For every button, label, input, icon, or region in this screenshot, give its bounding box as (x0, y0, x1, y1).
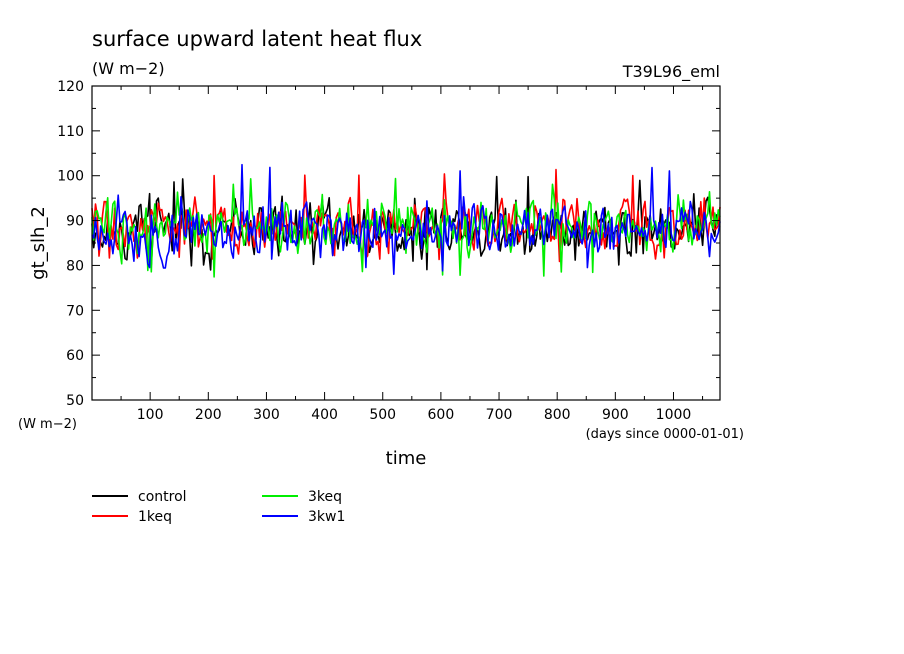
legend-label-3kw1: 3kw1 (308, 509, 345, 525)
x-tick-label: 400 (311, 407, 338, 423)
y-tick-label: 50 (66, 393, 84, 409)
y-tick-label: 100 (57, 169, 84, 185)
y-tick-label: 80 (66, 258, 84, 274)
series-line-3kw1 (91, 163, 721, 276)
x-tick-label: 200 (195, 407, 222, 423)
y-tick-label: 110 (57, 124, 84, 140)
y-axis-label: gt_slh_2 (28, 206, 49, 280)
x-tick-label: 700 (486, 407, 513, 423)
y-tick-label: 60 (66, 348, 84, 364)
run-label: T39L96_eml (622, 62, 720, 82)
legend: control 1keq 3keq 3kw1 (92, 489, 345, 525)
y-tick-label: 90 (66, 214, 84, 230)
x-axis-label: time (386, 448, 427, 469)
x-units: (days since 0000-01-01) (586, 427, 744, 442)
legend-label-1keq: 1keq (138, 509, 172, 525)
x-tick-label: 300 (253, 407, 280, 423)
x-tick-label: 800 (544, 407, 571, 423)
x-tick-label: 100 (137, 407, 164, 423)
series-layer (91, 163, 721, 278)
x-tick-label: 900 (602, 407, 629, 423)
legend-label-3keq: 3keq (308, 489, 342, 505)
y-units-corner: (W m−2) (18, 417, 77, 432)
series-line-1keq (91, 168, 721, 263)
x-tick-label: 500 (369, 407, 396, 423)
chart-units: (W m−2) (92, 59, 165, 78)
ticks-layer: 50 60 70 80 90 100 110 120 100 200 300 400 500 600 700… (57, 79, 720, 423)
x-tick-label: 600 (428, 407, 455, 423)
x-tick-label: 1000 (656, 407, 692, 423)
y-tick-label: 120 (57, 79, 84, 95)
chart-title: surface upward latent heat flux (92, 27, 422, 51)
y-tick-label: 70 (66, 303, 84, 319)
plot-frame (91, 85, 721, 401)
legend-label-control: control (138, 489, 187, 505)
